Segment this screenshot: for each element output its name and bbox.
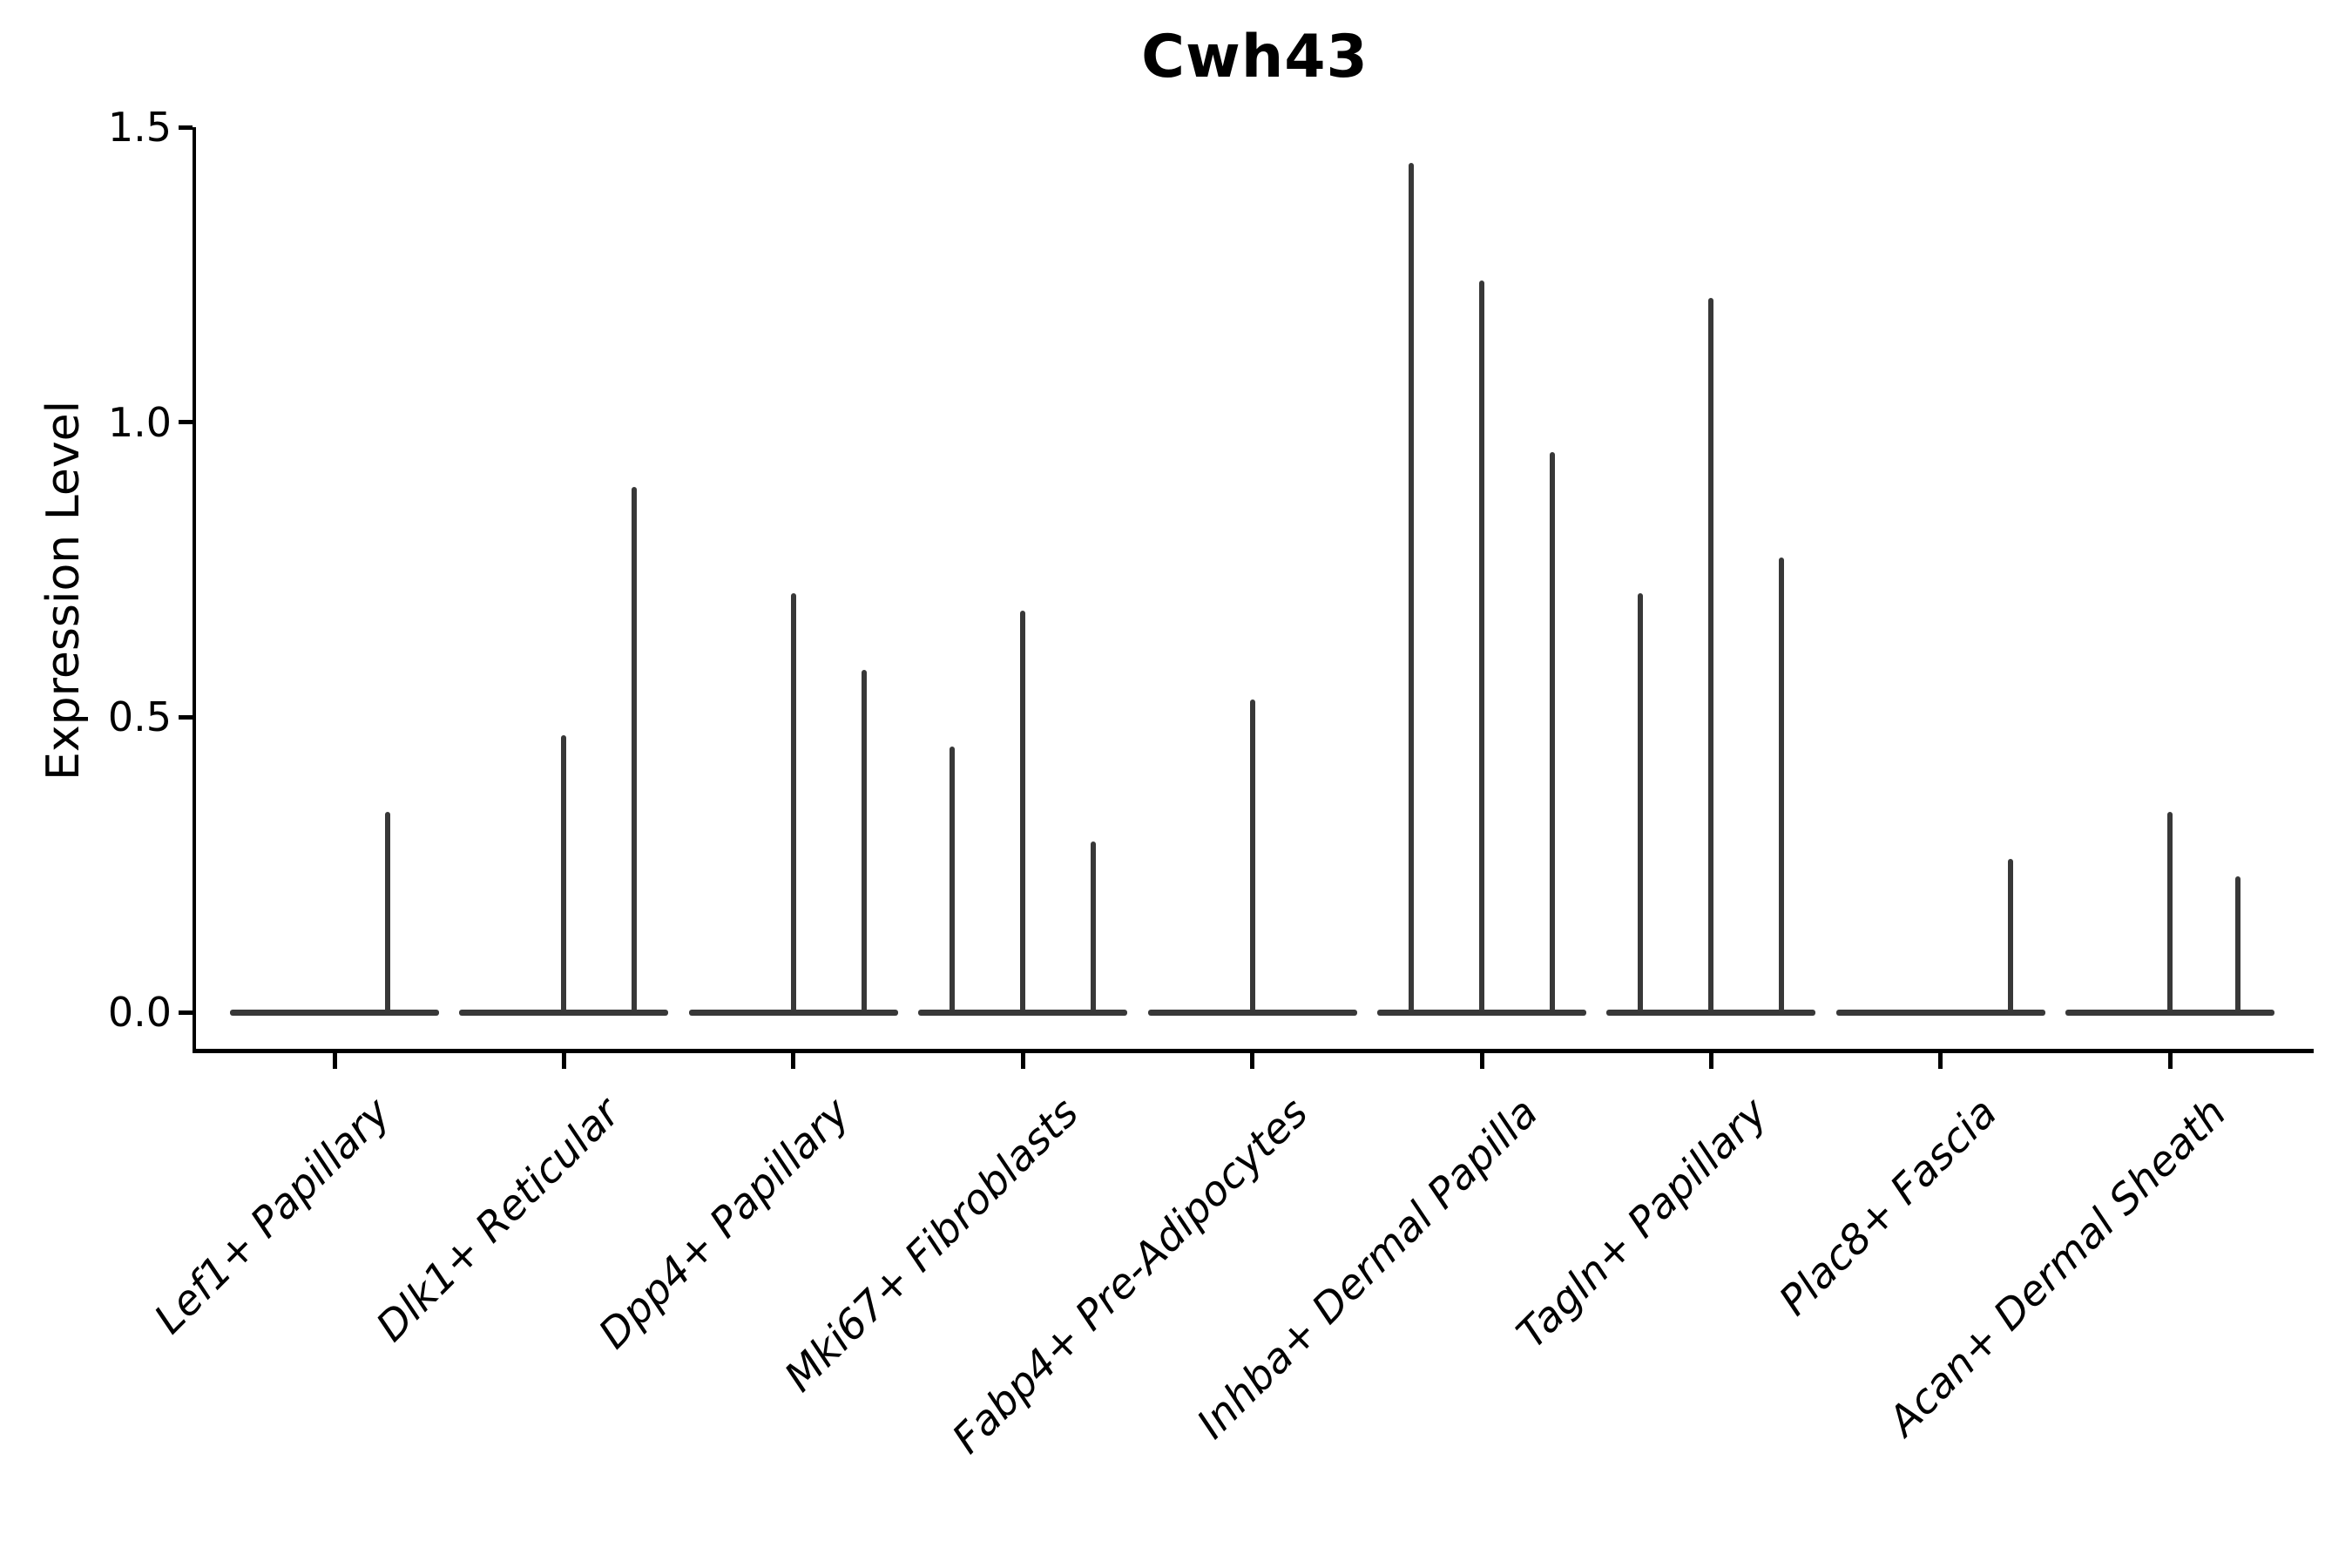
y-axis-spine (193, 127, 196, 1052)
x-tick-label: Dlk1+ Reticular (367, 1089, 630, 1351)
violin-spike (1550, 451, 1555, 1014)
violin-spike (1779, 558, 1785, 1014)
violin-spike (1479, 280, 1484, 1014)
y-axis-label: Expression Level (16, 127, 112, 1054)
y-tick-label: 1.5 (107, 104, 172, 152)
x-axis-spine (193, 1049, 2314, 1053)
x-tick-label: Lef1+ Papillary (145, 1089, 400, 1344)
violin-spike (1638, 593, 1644, 1014)
violin-spike (632, 487, 638, 1014)
violin-spike (2167, 811, 2173, 1014)
x-axis-tick (2167, 1053, 2173, 1069)
violin-baseline (230, 1010, 439, 1016)
violin-spike (1708, 298, 1714, 1014)
y-axis-label-text: Expression Level (37, 400, 90, 781)
violin-spike (385, 811, 390, 1014)
y-axis-tick (179, 1010, 193, 1015)
violin-spike (2007, 858, 2013, 1014)
violin-spike (1020, 611, 1026, 1014)
violin-spike (1409, 162, 1414, 1014)
x-axis-tick (1938, 1053, 1943, 1069)
x-tick-label: Plac8+ Fascia (1769, 1089, 2006, 1326)
x-axis-tick (1020, 1053, 1025, 1069)
plot-title: Cwh43 (1141, 23, 1369, 91)
y-tick-label: 0.5 (107, 693, 172, 741)
x-axis-tick (1708, 1053, 1713, 1069)
y-axis-tick (179, 420, 193, 425)
violin-spike (790, 593, 796, 1014)
x-axis-tick (561, 1053, 566, 1069)
violin-spike (950, 747, 956, 1014)
violin-baseline (1835, 1010, 2045, 1016)
y-axis-tick (179, 125, 193, 130)
x-axis-tick (791, 1053, 796, 1069)
x-tick-label: Dpp4+ Papillary (589, 1089, 859, 1359)
violin-spike (1249, 700, 1255, 1014)
y-tick-label: 1.0 (107, 398, 172, 446)
y-tick-label: 0.0 (107, 989, 172, 1036)
violin-spike (861, 670, 867, 1014)
x-axis-tick (1479, 1053, 1484, 1069)
x-axis-tick (1250, 1053, 1255, 1069)
y-axis-tick (179, 714, 193, 720)
x-tick-label: Tagln+ Papillary (1507, 1089, 1777, 1358)
violin-spike (2235, 876, 2241, 1014)
x-axis-tick (332, 1053, 337, 1069)
violin-spike (1091, 841, 1097, 1014)
violin-spike (561, 734, 567, 1014)
